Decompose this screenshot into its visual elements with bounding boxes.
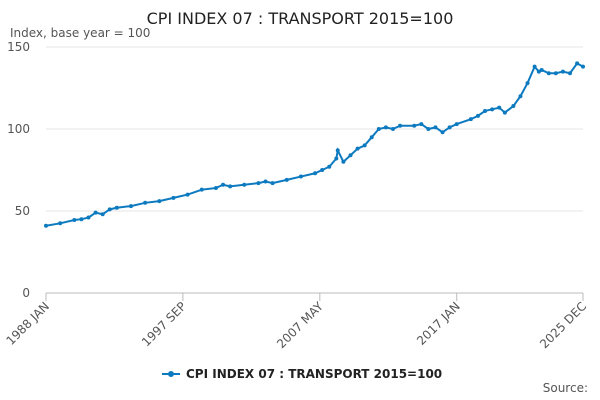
source: Source:: [543, 381, 588, 395]
point: [539, 67, 544, 72]
chart-subtitle: Index, base year = 100: [10, 26, 150, 40]
point: [185, 192, 190, 197]
point: [398, 123, 403, 128]
point: [335, 148, 340, 153]
point: [433, 125, 438, 130]
point: [355, 146, 360, 151]
legend-label: CPI INDEX 07 : TRANSPORT 2015=100: [186, 367, 442, 381]
point: [419, 122, 424, 127]
point: [447, 125, 452, 130]
point: [157, 199, 162, 204]
x-tick-label: 2025 DEC: [537, 299, 589, 351]
point: [362, 143, 367, 148]
point: [376, 127, 381, 131]
point: [390, 127, 395, 131]
point: [327, 164, 332, 169]
point: [100, 212, 105, 217]
point: [575, 61, 580, 66]
point: [490, 107, 495, 112]
point: [58, 221, 63, 226]
point: [334, 156, 339, 161]
point: [468, 117, 473, 122]
point: [213, 186, 218, 191]
point: [107, 207, 112, 212]
point: [228, 184, 233, 189]
point: [412, 123, 417, 128]
line: [45, 62, 584, 227]
point: [93, 210, 98, 215]
point: [128, 204, 133, 209]
x-tick-label: 2017 JAN: [414, 299, 463, 348]
point: [553, 71, 558, 76]
point: [199, 187, 204, 192]
point: [483, 108, 488, 113]
x-tick-label: 2007 MAY: [274, 299, 326, 351]
point: [440, 130, 445, 135]
point: [348, 153, 353, 158]
point: [475, 113, 480, 118]
point: [560, 69, 565, 74]
point: [44, 223, 48, 228]
point: [171, 195, 176, 200]
point: [383, 125, 388, 130]
x-tick-label: 1988 JAN: [3, 299, 52, 348]
y-tick-label: 50: [15, 204, 30, 218]
point: [313, 171, 318, 176]
legend-marker: [168, 371, 174, 377]
point: [532, 64, 537, 69]
point: [502, 110, 507, 115]
point: [256, 181, 261, 186]
point: [369, 135, 374, 140]
chart-title: CPI INDEX 07 : TRANSPORT 2015=100: [147, 9, 454, 28]
point: [581, 64, 585, 69]
point: [242, 182, 247, 187]
point: [426, 127, 431, 131]
point: [263, 179, 268, 184]
y-tick-label: 0: [22, 286, 30, 300]
point: [518, 94, 523, 99]
point: [221, 182, 226, 187]
point: [86, 215, 91, 220]
point: [546, 71, 551, 76]
point: [568, 71, 573, 76]
x-tick-label: 1997 SEP: [139, 299, 189, 349]
point: [114, 205, 119, 210]
point: [79, 217, 84, 222]
y-tick-label: 150: [7, 40, 30, 54]
point: [72, 218, 77, 223]
point: [270, 181, 275, 186]
point: [143, 200, 148, 205]
point: [341, 159, 346, 164]
point: [298, 174, 303, 179]
point: [454, 122, 459, 127]
point: [497, 105, 502, 110]
y-tick-label: 100: [7, 122, 30, 136]
point: [320, 168, 325, 172]
point: [511, 104, 516, 109]
point: [525, 81, 530, 86]
point: [284, 177, 289, 182]
